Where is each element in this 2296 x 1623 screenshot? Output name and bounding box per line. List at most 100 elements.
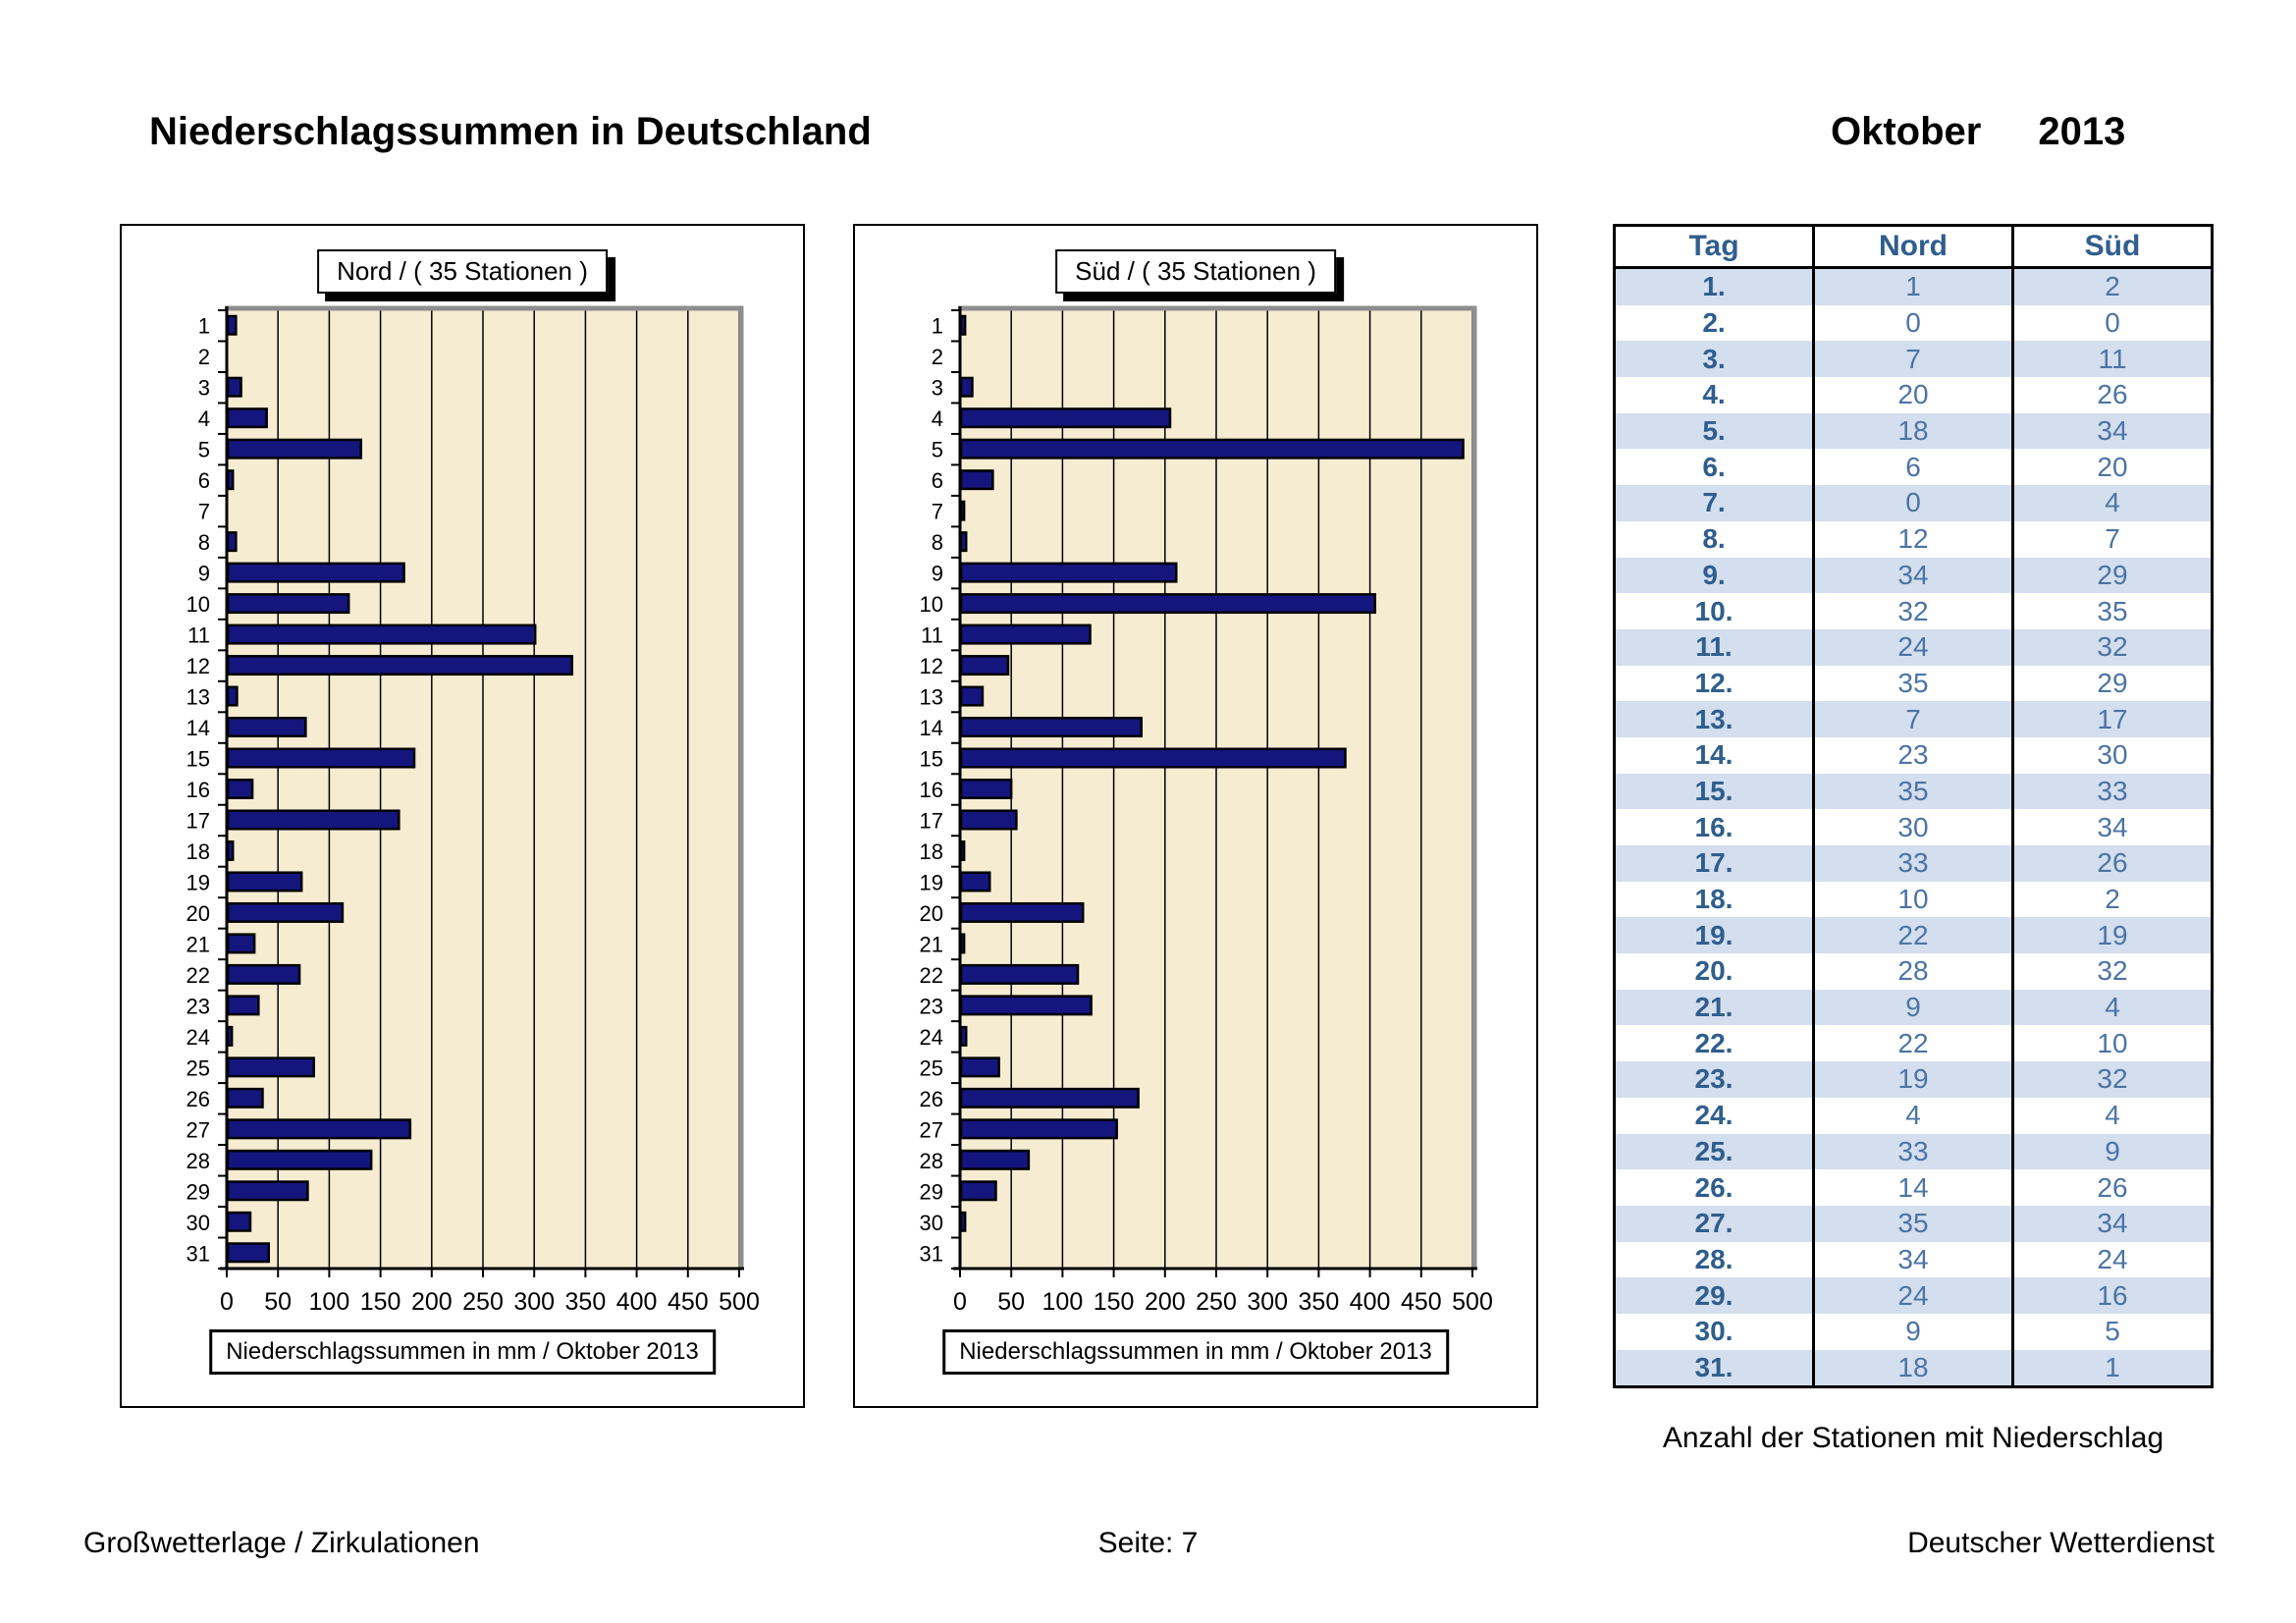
y-tick-label: 2: [932, 345, 943, 369]
x-tick-label: 500: [719, 1288, 760, 1316]
y-tick-label: 31: [187, 1241, 210, 1266]
y-tick-label: 10: [187, 592, 210, 617]
cell-day: 12.: [1694, 667, 1734, 698]
table-row: 4. 20 26: [1615, 377, 2213, 413]
y-tick-label: 26: [187, 1087, 210, 1111]
bar-day-19: [226, 871, 303, 893]
bar-day-16: [959, 779, 1013, 799]
cell-count: 34: [2011, 809, 2213, 845]
cell-count: 1: [1812, 267, 2013, 305]
bar-day-11: [959, 623, 1092, 645]
bar-day-28: [959, 1149, 1031, 1170]
chart-caption-nord: Niederschlagssummen in mm / Oktober 2013: [209, 1329, 716, 1375]
cell-count: 23: [1812, 736, 2013, 774]
cell-day: 24.: [1694, 1100, 1734, 1131]
cell-count: 34: [2011, 412, 2213, 450]
chart-frame-sued: Süd / ( 35 Stationen ) 1 2 3 4 5 6 7 8 9 10 11 12 13…: [853, 224, 1538, 1408]
y-tick-label: 20: [920, 901, 943, 926]
y-tick-label: 18: [920, 839, 943, 864]
cell-day: 3.: [1614, 341, 1814, 378]
bar-day-13: [226, 685, 239, 707]
bar-day-21: [226, 933, 256, 954]
table-row: 8. 12 7: [1615, 520, 2213, 558]
cell-day: 14.: [1694, 739, 1734, 771]
y-tick-label: 12: [187, 654, 210, 678]
cell-count: 22: [1812, 917, 2013, 954]
table-header-row: Tag Nord Süd: [1614, 225, 2213, 268]
chart-title-nord: Nord / ( 35 Stationen ): [317, 249, 608, 294]
cell-count: 4: [2011, 485, 2213, 521]
y-tick-label: 1: [932, 314, 943, 339]
table-row: 6. 6 20: [1615, 449, 2213, 486]
bar-day-4: [959, 407, 1172, 429]
nord-bar-chart: 1234567891011121314151617181920212223242…: [187, 305, 760, 1316]
cell-day: 10.: [1694, 595, 1734, 626]
x-tick-label: 350: [1299, 1288, 1340, 1316]
cell-count: 17: [2011, 701, 2213, 737]
cell-count: 33: [1812, 1133, 2013, 1170]
cell-day: 15.: [1614, 773, 1814, 810]
cell-day: 21.: [1614, 989, 1814, 1026]
y-tick-label: 2: [198, 345, 210, 369]
cell-count: 0: [1812, 485, 2013, 521]
y-tick-label: 1: [198, 314, 210, 339]
bar-day-8: [226, 531, 238, 553]
report-date: Oktober 2013: [1831, 110, 2125, 154]
x-tick-label: 150: [360, 1288, 401, 1316]
cell-count: 10: [1812, 881, 2013, 918]
cell-count: 34: [2011, 1205, 2213, 1242]
cell-count: 26: [2011, 1169, 2213, 1206]
bar-day-29: [226, 1180, 309, 1202]
cell-day: 13.: [1614, 701, 1814, 737]
cell-count: 26: [2011, 845, 2213, 882]
cell-count: 7: [2011, 520, 2213, 558]
cell-count: 32: [2011, 953, 2213, 990]
bar-day-13: [959, 685, 985, 707]
bar-day-25: [959, 1056, 1000, 1078]
y-tick-label: 26: [920, 1087, 943, 1111]
cell-count: 29: [2011, 665, 2213, 702]
bar-day-11: [226, 623, 537, 645]
y-tick-label: 13: [187, 685, 210, 710]
y-tick-label: 21: [920, 932, 943, 956]
bar-day-15: [226, 747, 416, 769]
bar-day-14: [959, 717, 1143, 738]
bar-day-20: [226, 901, 345, 923]
cell-count: 4: [1812, 1097, 2013, 1134]
cell-count: 2: [2011, 267, 2213, 305]
bar-day-16: [226, 779, 254, 799]
bar-day-12: [959, 655, 1010, 676]
bar-day-1: [226, 314, 238, 336]
cell-day: 18.: [1694, 884, 1734, 915]
table-row: 18. 10 2: [1615, 881, 2213, 918]
y-tick-label: 14: [920, 716, 943, 740]
y-tick-label: 27: [187, 1117, 210, 1142]
bar-day-10: [226, 593, 350, 615]
bar-day-4: [226, 407, 268, 429]
footer-left: Großwetterlage / Zirkulationen: [83, 1527, 480, 1559]
y-tick-label: 8: [198, 530, 210, 555]
y-tick-label: 19: [187, 870, 210, 894]
table-row: 2. 0 0: [1615, 304, 2213, 342]
bar-day-27: [226, 1118, 412, 1140]
cell-count: 24: [1812, 628, 2013, 666]
cell-day: 19.: [1614, 917, 1814, 954]
table-row: 25. 33 9: [1614, 1133, 2213, 1170]
y-tick-label: 15: [187, 747, 210, 772]
cell-day: 29.: [1614, 1277, 1814, 1314]
x-tick-label: 400: [1350, 1288, 1391, 1316]
cell-count: 33: [2011, 773, 2213, 810]
cell-count: 22: [1812, 1025, 2013, 1062]
bar-day-6: [959, 469, 994, 491]
cell-day: 6.: [1702, 451, 1726, 482]
y-tick-label: 22: [920, 963, 943, 988]
bar-day-8: [959, 531, 968, 553]
bar-day-3: [226, 376, 242, 398]
cell-count: 20: [2011, 449, 2213, 486]
y-tick-label: 24: [187, 1025, 210, 1050]
y-tick-label: 31: [920, 1241, 943, 1266]
y-tick-label: 6: [198, 468, 210, 493]
cell-count: 11: [2011, 341, 2213, 378]
x-tick-label: 300: [1247, 1288, 1288, 1316]
cell-count: 19: [2011, 917, 2213, 954]
